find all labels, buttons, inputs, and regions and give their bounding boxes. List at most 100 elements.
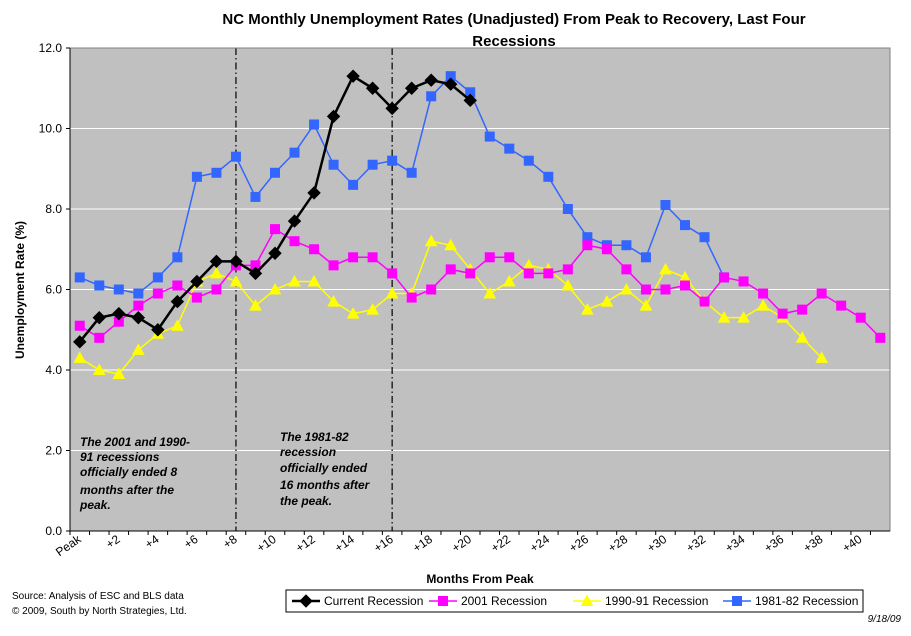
data-point xyxy=(94,280,105,291)
source-note: Source: Analysis of ESC and BLS data xyxy=(12,591,184,602)
y-tick-label: 6.0 xyxy=(45,283,62,297)
data-point xyxy=(737,311,750,323)
annotation-line: The 2001 and 1990- xyxy=(80,435,190,449)
x-tick-label: +18 xyxy=(410,532,435,555)
annotation-line: recession xyxy=(280,445,336,459)
data-point xyxy=(426,284,437,295)
data-point xyxy=(307,186,321,200)
data-point xyxy=(463,93,477,108)
data-point xyxy=(699,296,710,307)
legend-swatch-marker xyxy=(299,594,313,608)
data-point xyxy=(582,240,593,251)
data-point xyxy=(73,335,87,349)
data-point xyxy=(367,252,378,263)
data-point xyxy=(346,69,360,83)
data-point xyxy=(680,220,690,231)
data-point xyxy=(660,284,671,295)
data-point xyxy=(113,284,124,295)
series-current-recession xyxy=(73,69,477,349)
annotation-line: 91 recessions xyxy=(80,450,160,464)
data-point xyxy=(504,143,515,154)
data-point xyxy=(131,343,145,355)
annotation-line: The 1981-82 xyxy=(280,430,349,444)
annotation-line: 16 months after xyxy=(280,478,371,492)
legend-label: 1990-91 Recession xyxy=(605,594,708,608)
data-point xyxy=(367,159,378,170)
x-tick-label: +38 xyxy=(801,532,826,555)
data-point xyxy=(365,81,380,95)
legend-label: 2001 Recession xyxy=(461,594,547,608)
data-point xyxy=(836,300,847,311)
data-point xyxy=(191,171,202,182)
annotation-line: officially ended 8 xyxy=(80,465,177,479)
data-point xyxy=(92,363,106,375)
data-point xyxy=(424,234,438,247)
data-point xyxy=(152,288,163,299)
series-2001-recession xyxy=(74,224,886,343)
data-point xyxy=(581,303,594,315)
data-point xyxy=(328,159,339,170)
data-point xyxy=(639,299,653,311)
legend-swatch-marker xyxy=(580,594,594,606)
data-point xyxy=(268,246,282,260)
y-tick-label: 0.0 xyxy=(45,524,62,538)
data-point xyxy=(699,232,710,243)
data-point xyxy=(621,264,632,275)
series-1990-91-recession xyxy=(73,234,829,380)
x-tick-label: +28 xyxy=(605,532,630,555)
data-point xyxy=(191,292,202,303)
data-point xyxy=(229,254,243,269)
data-point xyxy=(797,304,808,315)
x-tick-label: +22 xyxy=(488,532,513,555)
data-point xyxy=(211,284,222,295)
x-tick-label: +6 xyxy=(181,532,201,552)
data-point xyxy=(327,295,340,307)
x-tick-label: +14 xyxy=(332,532,357,555)
y-axis-ticks: 0.0 2.0 4.0 6.0 8.0 10.0 12.0 xyxy=(39,41,71,538)
data-point xyxy=(249,299,262,311)
data-point xyxy=(328,260,339,271)
data-point xyxy=(717,311,731,323)
data-point xyxy=(404,81,419,95)
data-point xyxy=(484,252,495,263)
recession-end-markers xyxy=(235,48,393,531)
data-point xyxy=(445,264,456,275)
data-point xyxy=(562,204,573,214)
legend: Current Recession 2001 Recession 1990-91 R… xyxy=(285,589,864,613)
data-point xyxy=(523,268,534,279)
x-tick-label: +4 xyxy=(142,532,162,552)
y-tick-label: 12.0 xyxy=(39,41,63,55)
gridlines xyxy=(70,128,890,451)
data-point xyxy=(561,278,575,291)
x-tick-label: +8 xyxy=(220,532,240,552)
data-point xyxy=(543,171,554,182)
data-point xyxy=(659,262,672,275)
x-tick-label: +16 xyxy=(371,532,396,555)
annotation-line: peak. xyxy=(79,498,111,512)
y-tick-label: 2.0 xyxy=(45,444,62,458)
data-point xyxy=(543,268,554,279)
legend-item: 1981-82 Recession xyxy=(723,594,858,608)
data-point xyxy=(74,272,85,283)
legend-items: Current Recession 2001 Recession 1990-91 R… xyxy=(292,594,858,608)
data-point xyxy=(424,73,438,87)
x-tick-label: +40 xyxy=(840,532,865,555)
data-point xyxy=(719,272,730,283)
y-axis-title: Unemployment Rate (%) xyxy=(13,221,27,359)
data-point xyxy=(366,303,379,315)
series-group xyxy=(73,69,886,380)
data-point xyxy=(387,155,398,166)
data-point xyxy=(112,367,126,380)
data-point xyxy=(307,274,321,287)
data-point xyxy=(387,268,398,279)
y-tick-label: 8.0 xyxy=(45,202,62,216)
data-point xyxy=(211,167,222,178)
data-point xyxy=(620,282,633,295)
x-tick-label: +26 xyxy=(566,532,591,555)
chart-title-line-1: NC Monthly Unemployment Rates (Unadjuste… xyxy=(222,11,805,28)
data-point xyxy=(74,320,85,331)
annotation-line: the peak. xyxy=(280,494,332,508)
data-point xyxy=(133,300,144,311)
data-point xyxy=(348,252,359,263)
data-point xyxy=(562,264,573,275)
